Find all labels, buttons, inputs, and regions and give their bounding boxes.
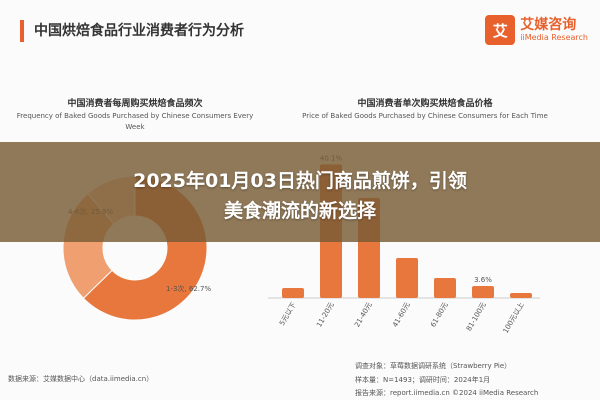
bar-category-label: 100元以上	[501, 301, 526, 335]
footer-report-source: 报告来源：report.iimedia.cn ©2024 iiMedia Res…	[355, 389, 539, 397]
bar	[472, 286, 494, 298]
headline: 2025年01月03日热门商品煎饼，引领 美食潮流的新选择	[0, 166, 600, 226]
pie-chart-subtitle: Frequency of Baked Goods Purchased by Ch…	[16, 112, 254, 131]
bar	[396, 258, 418, 298]
logo-text: 艾媒咨询 iiMedia Research	[520, 17, 588, 43]
footer-survey-subject: 调查对象：草莓数据调研系统（Strawberry Pie）	[355, 362, 512, 370]
bar	[510, 293, 532, 298]
headline-line-2: 美食潮流的新选择	[223, 200, 376, 222]
bar-category-label: 81-100元	[465, 301, 488, 333]
headline-overlay-band	[0, 142, 600, 242]
brand-logo: 艾 艾媒咨询 iiMedia Research	[485, 12, 588, 48]
bar-chart-subtitle: Price of Baked Goods Purchased by Chines…	[302, 112, 548, 120]
bar-category-label: 11-20元	[315, 301, 336, 329]
logo-name-en: iiMedia Research	[520, 33, 588, 42]
pie-chart-title: 中国消费者每周购买烘焙食品频次	[67, 99, 203, 109]
bar-category-label: 41-60元	[391, 301, 412, 329]
bar-category-label: 5元以下	[278, 301, 298, 327]
pie-data-label: 1-3次, 62.7%	[166, 284, 211, 293]
footer-source: 数据来源：艾媒数据中心（data.iimedia.cn）	[8, 375, 154, 383]
pie-chart-title-block: 中国消费者每周购买烘焙食品频次 Frequency of Baked Goods…	[10, 98, 260, 133]
page-title: 中国烘焙食品行业消费者行为分析	[34, 23, 244, 39]
logo-name-cn: 艾媒咨询	[520, 17, 577, 33]
bar-chart-title: 中国消费者单次购买烘焙食品价格	[357, 99, 493, 109]
header-accent-bar	[20, 20, 24, 42]
logo-mark-icon: 艾	[485, 15, 516, 45]
headline-line-1: 2025年01月03日热门商品煎饼，引领	[133, 170, 467, 192]
bar-data-label: 3.6%	[474, 276, 492, 284]
footer-sample-size: 样本量：N=1493；调研时间：2024年1月	[355, 376, 491, 384]
bar-category-label: 21-40元	[353, 301, 374, 329]
bar-category-label: 61-80元	[429, 301, 450, 329]
bar	[434, 278, 456, 298]
bar-chart-title-block: 中国消费者单次购买烘焙食品价格 Price of Baked Goods Pur…	[255, 98, 595, 122]
bar	[282, 288, 304, 298]
